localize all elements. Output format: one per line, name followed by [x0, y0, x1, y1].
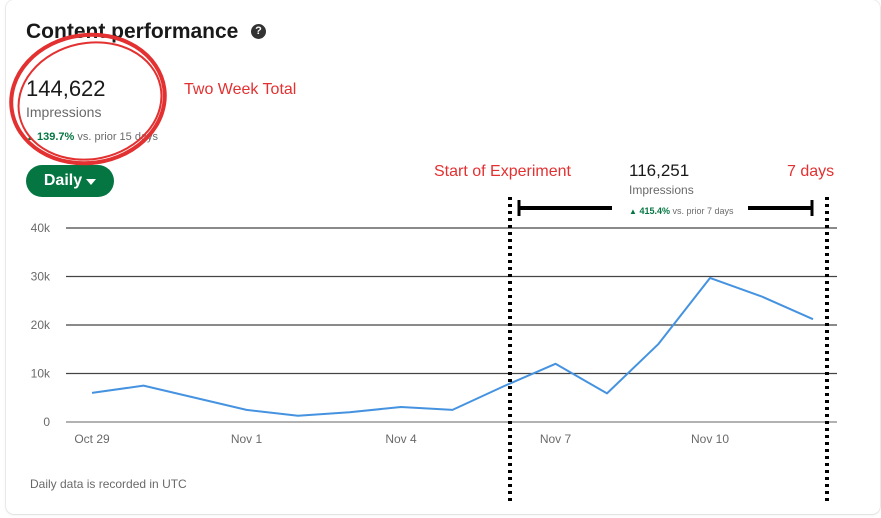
y-tick-label: 40k	[31, 221, 51, 235]
daily-button-label: Daily	[43, 172, 83, 189]
x-tick-label: Nov 7	[540, 432, 572, 446]
week-change: ▲ 415.4% vs. prior 7 days	[629, 206, 734, 216]
x-tick-label: Nov 4	[385, 432, 417, 446]
daily-dropdown-button[interactable]: Daily	[26, 165, 114, 197]
question-circle-icon[interactable]: ?	[251, 24, 266, 39]
annotation-two-week-total: Two Week Total	[184, 81, 297, 98]
red-circle-annotation	[9, 32, 167, 166]
y-tick-label: 30k	[31, 270, 51, 284]
y-tick-label: 20k	[31, 318, 51, 332]
total-impressions-value: 144,622	[26, 76, 106, 101]
x-tick-label: Nov 1	[231, 432, 263, 446]
total-change-percent: 139.7%	[36, 131, 75, 143]
annotation-start-of-experiment: Start of Experiment	[434, 163, 571, 180]
caret-down-icon	[86, 179, 97, 185]
annotation-seven-days: 7 days	[787, 163, 835, 180]
y-tick-label: 10k	[31, 367, 51, 381]
week-change-percent: 415.4%	[639, 206, 670, 216]
y-tick-label: 0	[43, 415, 50, 429]
utc-footnote: Daily data is recorded in UTC	[30, 477, 187, 491]
up-triangle-icon: ▲	[629, 207, 637, 216]
x-tick-label: Oct 29	[74, 432, 110, 446]
week-impressions-label: Impressions	[629, 183, 694, 197]
week-change-suffix: vs. prior 7 days	[672, 206, 734, 216]
red-circle-annotation-inner	[17, 41, 163, 161]
content-performance-card	[6, 0, 880, 514]
total-impressions-label: Impressions	[26, 104, 102, 120]
week-impressions-value: 116,251	[629, 161, 690, 180]
x-tick-label: Nov 10	[691, 432, 729, 446]
